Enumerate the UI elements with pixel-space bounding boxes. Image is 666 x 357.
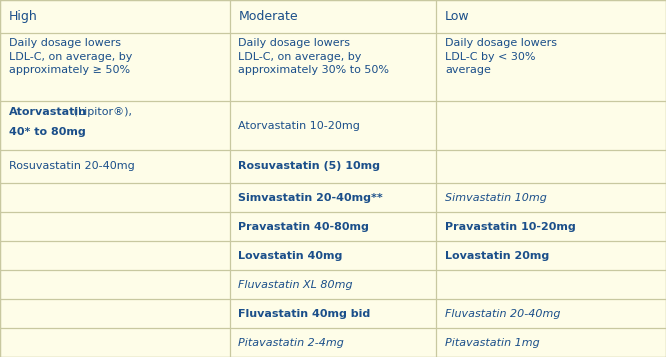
Text: Lovastatin 40mg: Lovastatin 40mg — [238, 251, 343, 261]
Text: Moderate: Moderate — [238, 10, 298, 23]
Text: 40* to 80mg: 40* to 80mg — [9, 127, 85, 137]
Text: Rosuvastatin 20-40mg: Rosuvastatin 20-40mg — [9, 161, 135, 171]
Text: Simvastatin 10mg: Simvastatin 10mg — [445, 193, 547, 203]
Text: Pravastatin 40-80mg: Pravastatin 40-80mg — [238, 222, 370, 232]
Text: Pitavastatin 2-4mg: Pitavastatin 2-4mg — [238, 337, 344, 347]
Text: Fluvastatin 40mg bid: Fluvastatin 40mg bid — [238, 308, 371, 318]
Text: Daily dosage lowers
LDL-C, on average, by
approximately 30% to 50%: Daily dosage lowers LDL-C, on average, b… — [238, 38, 390, 75]
Text: Daily dosage lowers
LDL-C by < 30%
average: Daily dosage lowers LDL-C by < 30% avera… — [445, 38, 557, 75]
Text: Pitavastatin 1mg: Pitavastatin 1mg — [445, 337, 539, 347]
Text: Low: Low — [445, 10, 470, 23]
Text: Atorvastatin 10-20mg: Atorvastatin 10-20mg — [238, 121, 360, 131]
Text: Daily dosage lowers
LDL-C, on average, by
approximately ≥ 50%: Daily dosage lowers LDL-C, on average, b… — [9, 38, 132, 75]
Text: Lovastatin 20mg: Lovastatin 20mg — [445, 251, 549, 261]
Text: Atorvastatin: Atorvastatin — [9, 107, 87, 117]
Text: Fluvastatin XL 80mg: Fluvastatin XL 80mg — [238, 280, 353, 290]
Text: Fluvastatin 20-40mg: Fluvastatin 20-40mg — [445, 308, 560, 318]
Text: Simvastatin 20-40mg**: Simvastatin 20-40mg** — [238, 193, 383, 203]
Text: (Lipitor®),: (Lipitor®), — [70, 107, 132, 117]
Text: Rosuvastatin (5) 10mg: Rosuvastatin (5) 10mg — [238, 161, 380, 171]
Text: Pravastatin 10-20mg: Pravastatin 10-20mg — [445, 222, 575, 232]
Text: High: High — [9, 10, 37, 23]
